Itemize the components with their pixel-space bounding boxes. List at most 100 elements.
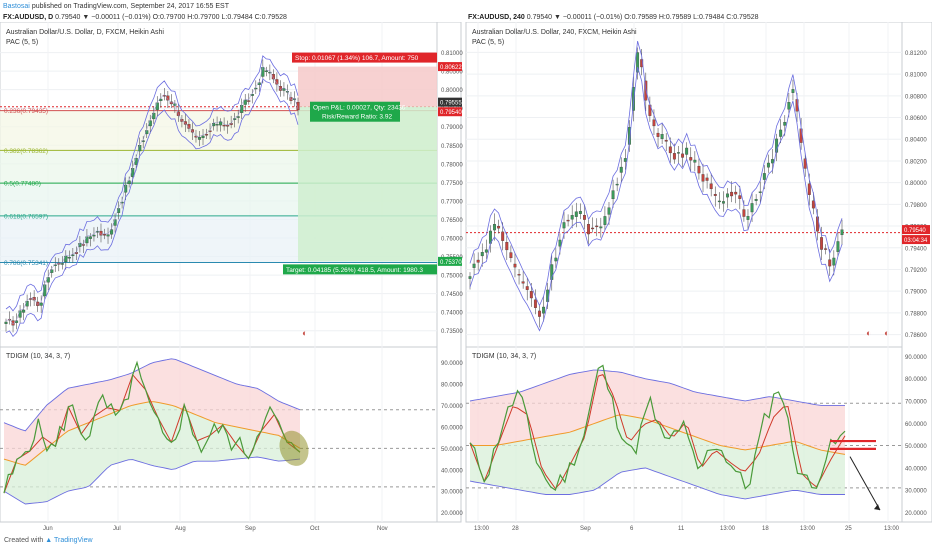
left-candle-body xyxy=(145,130,149,135)
author-link[interactable]: Bastosai xyxy=(3,3,30,10)
right-candle-body xyxy=(497,225,501,229)
left-price-tag-text: 0.80622 xyxy=(440,65,462,71)
left-position-tool[interactable]: Stop: 0.01067 (1.34%) 106.7, Amount: 750… xyxy=(283,52,437,275)
right-candle-body xyxy=(742,209,746,217)
right-candle-body xyxy=(611,190,615,200)
footer: Created with ▲ TradingView xyxy=(0,532,932,550)
left-symbol[interactable]: FX:AUDUSD, D xyxy=(3,14,54,21)
left-candle-body xyxy=(250,93,254,96)
right-candle-body xyxy=(529,291,533,299)
right-candle-body xyxy=(705,177,709,181)
footer-brand[interactable]: TradingView xyxy=(54,537,93,544)
right-candle-body xyxy=(664,139,668,142)
right-candle-body xyxy=(587,223,590,235)
chart-area[interactable]: 0.236(0.79435) 0.382(0.78362) 0.5(0.77480)… xyxy=(0,22,932,532)
target-label: Target: 0.04185 (5.26%) 418.5, Amount: 1… xyxy=(286,267,423,274)
left-price-tag-text: 0.79540 xyxy=(440,110,462,116)
right-candle-body xyxy=(820,237,824,250)
right-candle-body xyxy=(762,173,766,180)
right-candle-body xyxy=(599,226,603,229)
right-candle-body xyxy=(558,239,562,247)
left-osc-tick: 90.0000 xyxy=(441,361,463,367)
left-price-tick: 0.76500 xyxy=(441,218,463,224)
left-pac-upper xyxy=(5,55,299,312)
right-price-tick: 0.79800 xyxy=(905,203,927,209)
left-osc-band-lower xyxy=(3,456,301,505)
left-price-tick: 0.76000 xyxy=(441,237,463,243)
right-candle-body xyxy=(652,119,656,127)
left-osc-tick: 30.0000 xyxy=(441,490,463,496)
right-symbol[interactable]: FX:AUDUSD, 240 xyxy=(468,14,525,21)
right-candle-body xyxy=(505,242,509,251)
left-candle-body xyxy=(296,101,300,111)
right-candle-body xyxy=(570,215,574,220)
tradingview-logo-icon: ▲ xyxy=(45,537,53,544)
left-price-tag xyxy=(438,107,462,117)
left-x-tick: Jul xyxy=(113,526,121,532)
left-fib-label: 0.618(0.76597) xyxy=(4,213,48,220)
target-label-box xyxy=(283,264,437,275)
left-candle-body xyxy=(187,124,191,129)
left-pac-lower xyxy=(5,77,299,338)
right-candle-body xyxy=(517,274,521,276)
left-candle-body xyxy=(212,122,216,127)
right-candle-body xyxy=(472,263,476,268)
left-price-tag-text: 0.75370 xyxy=(440,260,462,266)
left-candle-body xyxy=(183,121,187,125)
right-candles: ◐ ◐ xyxy=(468,40,889,338)
left-candle-body xyxy=(67,256,71,259)
right-candle-body xyxy=(791,89,795,93)
left-candle-body xyxy=(152,112,156,120)
left-x-tick: Oct xyxy=(310,526,320,532)
left-candle-body xyxy=(278,86,282,91)
right-candle-body xyxy=(734,191,738,195)
left-osc-rsi xyxy=(3,360,301,494)
right-candle-body xyxy=(766,162,770,168)
left-fib-label: 0.382(0.78362) xyxy=(4,148,48,155)
right-candle-body xyxy=(709,183,713,190)
right-osc-tick: 40.0000 xyxy=(905,466,927,472)
right-candle-body xyxy=(566,219,570,222)
right-candle-body xyxy=(591,227,595,230)
right-pac-upper xyxy=(469,40,843,307)
left-candle-body xyxy=(215,124,219,126)
right-osc-rsi xyxy=(469,364,846,492)
left-candle-body xyxy=(236,116,240,118)
right-infobar: FX:AUDUSD, 240 0.79540 ▼ −0.00011 (−0.01… xyxy=(468,12,759,24)
left-osc-tick: 20.0000 xyxy=(441,511,463,517)
left-fib-label: 0.5(0.77480) xyxy=(4,181,41,188)
right-candle-body xyxy=(501,231,505,241)
right-osc-tick: 60.0000 xyxy=(905,422,927,428)
rr-label: Risk/Reward Ratio: 3.92 xyxy=(322,114,392,121)
left-candle-body xyxy=(60,263,64,265)
right-candle-body xyxy=(636,52,640,73)
left-price-tick: 0.78000 xyxy=(441,162,463,168)
right-candle-body xyxy=(574,211,578,217)
right-price-tick: 0.79200 xyxy=(905,268,927,274)
left-price-tick: 0.75000 xyxy=(441,274,463,280)
right-candle-body xyxy=(807,183,811,195)
left-candle-body xyxy=(64,255,68,263)
right-candle-body xyxy=(513,263,517,268)
left-price-tick: 0.80000 xyxy=(441,88,463,94)
left-candle-body xyxy=(134,158,138,165)
left-candle-body xyxy=(197,137,202,140)
right-candle-body xyxy=(840,229,844,236)
left-price-tick: 0.74500 xyxy=(441,292,463,298)
right-candle-body xyxy=(623,158,627,162)
right-candle-body xyxy=(750,203,754,213)
right-candle-body xyxy=(697,165,701,174)
right-candle-body xyxy=(783,121,787,126)
right-price-tick: 0.79400 xyxy=(905,246,927,252)
left-candle-body xyxy=(102,234,107,236)
publish-info: published on TradingView.com, September … xyxy=(31,3,229,10)
right-candle-body xyxy=(738,195,742,199)
right-osc-midline xyxy=(470,414,846,455)
right-candle-body xyxy=(668,146,672,154)
right-candle-body xyxy=(779,129,783,137)
left-candle-body xyxy=(271,74,275,80)
right-x-tick: 13:00 xyxy=(720,526,736,532)
left-candle-body xyxy=(155,102,159,110)
right-candle-body xyxy=(771,159,774,164)
right-x-tick: 28 xyxy=(512,526,519,532)
